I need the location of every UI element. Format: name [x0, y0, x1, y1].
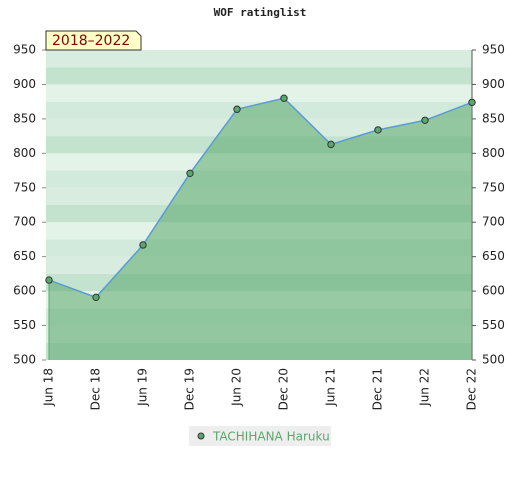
y2-tick-label: 550: [482, 318, 505, 332]
badge-box: [45, 30, 142, 51]
badge: 2018–2022: [45, 30, 142, 51]
y2-tick-label: 750: [482, 180, 505, 194]
chart-title: WOF ratinglist: [214, 6, 307, 19]
y-tick-label: 900: [13, 77, 36, 91]
x-tick-label: Dec 20: [277, 368, 291, 410]
legend-entry: TACHIHANA Haruku: [189, 426, 331, 446]
x-tick-label: Dec 21: [371, 368, 385, 410]
y-tick-label: 800: [13, 146, 36, 160]
data-point: [327, 140, 335, 149]
grid-band: [46, 50, 472, 68]
y-tick-label: 950: [13, 43, 36, 57]
y-tick-label: 850: [13, 111, 36, 125]
legend-marker: [197, 432, 205, 440]
data-point: [139, 241, 147, 249]
y-tick-label: 500: [13, 353, 36, 367]
data-point: [468, 98, 476, 107]
y2-tick-label: 950: [482, 43, 505, 57]
x-tick-label: Dec 22: [465, 368, 479, 410]
x-tick-label: Dec 18: [89, 368, 103, 410]
series-line: [48, 97, 473, 299]
y-tick-label: 650: [13, 249, 36, 263]
data-point: [45, 276, 53, 284]
x-tick-label: Jun 18: [42, 368, 56, 407]
data-point: [280, 94, 288, 102]
x-tick-label: Jun 22: [418, 368, 432, 407]
x-tick-label: Jun 20: [230, 368, 244, 407]
x-tick-label: Dec 19: [183, 368, 197, 410]
y2-tick-label: 800: [482, 146, 505, 160]
y-tick-label: 750: [13, 180, 36, 194]
y2-tick-label: 700: [482, 215, 505, 229]
y-tick-label: 700: [13, 215, 36, 229]
badge-label: 2018–2022: [52, 33, 130, 49]
y2-tick-label: 900: [482, 77, 505, 91]
grid-band: [46, 84, 472, 102]
x-tick-label: Jun 21: [324, 368, 338, 407]
y2-tick-label: 650: [482, 249, 505, 263]
data-point: [186, 169, 194, 178]
y-tick-label: 550: [13, 318, 36, 332]
y2-tick-label: 500: [482, 353, 505, 367]
data-point: [92, 293, 100, 302]
data-point: [233, 105, 241, 113]
area-fill: [49, 98, 472, 360]
legend-label: TACHIHANA Haruku: [212, 430, 330, 444]
x-tick-label: Jun 19: [136, 368, 150, 407]
legend-box: [189, 426, 331, 446]
y2-tick-label: 850: [482, 111, 505, 125]
data-point: [374, 126, 382, 134]
grid-band: [46, 67, 472, 85]
y-tick-label: 600: [13, 284, 36, 298]
data-point: [421, 116, 429, 124]
y2-tick-label: 600: [482, 284, 505, 298]
